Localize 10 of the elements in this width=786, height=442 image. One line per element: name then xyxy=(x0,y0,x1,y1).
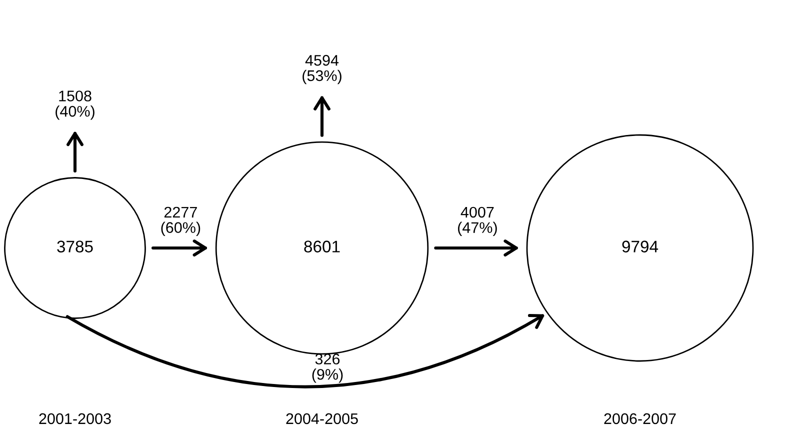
category-label: 2001-2003 xyxy=(39,413,111,424)
text: 1508 (40%) xyxy=(56,90,94,120)
text: 2277 (60%) xyxy=(161,206,200,236)
data-label: 3785 xyxy=(57,240,93,252)
text: 4007 (47%) xyxy=(458,206,497,236)
category-label: 2006-2007 xyxy=(604,413,676,424)
data-label: 9794 xyxy=(622,240,658,252)
category-label: 2004-2005 xyxy=(286,413,358,424)
data-label: 8601 xyxy=(304,240,340,252)
text: 4594 (53%) xyxy=(302,54,342,84)
